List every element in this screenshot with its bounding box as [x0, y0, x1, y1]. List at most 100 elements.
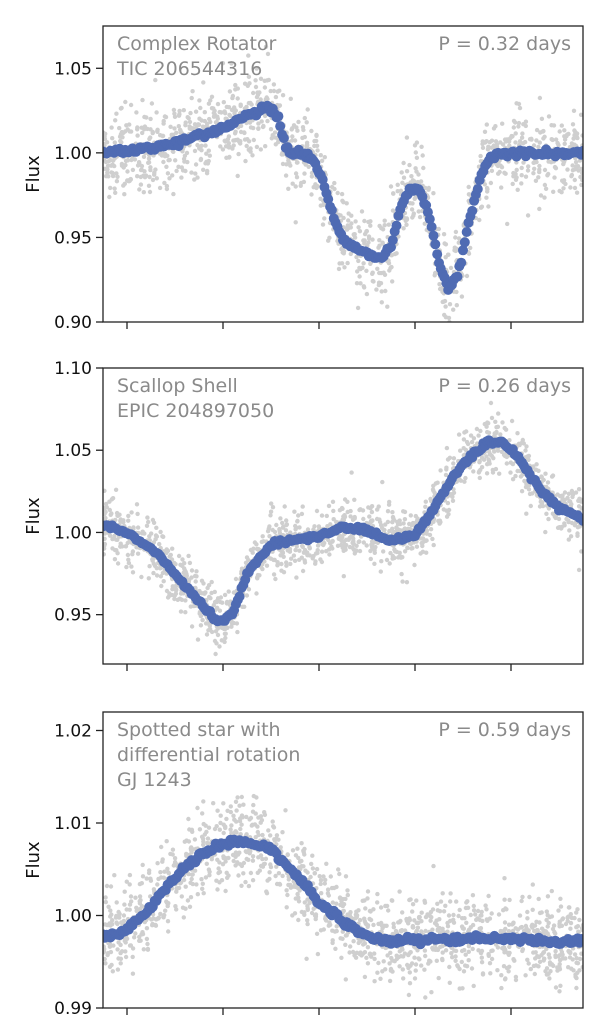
raw-point	[243, 879, 248, 885]
raw-point	[276, 871, 282, 876]
raw-point	[477, 917, 483, 923]
raw-point	[288, 96, 293, 102]
raw-point	[431, 863, 436, 869]
raw-point	[444, 445, 450, 451]
raw-point	[559, 123, 564, 128]
raw-point	[183, 123, 188, 128]
raw-point	[165, 171, 171, 176]
raw-point	[274, 864, 279, 869]
raw-point	[196, 122, 201, 127]
raw-point	[148, 167, 153, 173]
raw-point	[233, 87, 238, 92]
raw-point	[390, 519, 395, 525]
raw-point	[198, 105, 203, 111]
raw-point	[549, 137, 554, 142]
raw-point	[448, 899, 453, 904]
raw-point	[106, 174, 111, 179]
raw-point	[356, 940, 361, 946]
raw-point	[390, 969, 395, 974]
raw-point	[240, 604, 245, 609]
raw-point	[215, 887, 220, 892]
raw-point	[118, 942, 123, 948]
raw-point	[293, 220, 298, 225]
raw-point	[133, 931, 138, 936]
raw-point	[155, 882, 160, 887]
raw-point	[540, 129, 545, 134]
raw-point	[521, 928, 527, 933]
raw-point	[302, 115, 307, 121]
raw-point	[504, 965, 510, 971]
raw-point	[509, 418, 515, 424]
raw-point	[186, 116, 191, 121]
raw-point	[577, 498, 582, 503]
raw-point	[543, 186, 549, 191]
y-tick-label: 1.00	[54, 523, 92, 543]
raw-point	[284, 162, 289, 167]
raw-point	[540, 503, 546, 509]
raw-point	[103, 956, 107, 962]
raw-point	[509, 133, 514, 139]
raw-point	[103, 899, 109, 905]
raw-point	[531, 143, 537, 148]
raw-point	[165, 919, 171, 924]
raw-point	[368, 261, 373, 266]
raw-point	[259, 818, 265, 823]
raw-point	[474, 426, 480, 432]
raw-point	[443, 948, 449, 953]
raw-point	[371, 922, 376, 928]
raw-point	[201, 842, 206, 847]
raw-point	[238, 102, 243, 107]
raw-point	[103, 159, 109, 165]
raw-point	[303, 550, 309, 555]
raw-point	[478, 153, 483, 159]
raw-point	[198, 623, 204, 628]
raw-point	[561, 186, 566, 191]
raw-point	[172, 596, 177, 602]
raw-point	[404, 169, 410, 174]
raw-point	[575, 961, 581, 966]
raw-point	[559, 526, 564, 531]
raw-point	[486, 421, 491, 426]
raw-point	[292, 509, 297, 514]
raw-point	[314, 866, 320, 872]
raw-point	[295, 846, 300, 851]
raw-point	[318, 881, 323, 887]
raw-point	[511, 170, 516, 176]
raw-point	[361, 516, 366, 522]
raw-point	[260, 832, 265, 838]
raw-point	[524, 444, 529, 449]
raw-point	[278, 845, 283, 850]
raw-point	[575, 924, 581, 929]
raw-point	[357, 917, 363, 923]
raw-point	[103, 509, 107, 514]
raw-point	[181, 915, 186, 920]
raw-point	[464, 439, 470, 445]
raw-point	[408, 950, 413, 955]
raw-point	[511, 921, 516, 926]
raw-point	[526, 457, 531, 462]
raw-point	[247, 817, 252, 822]
raw-point	[271, 82, 277, 87]
raw-point	[510, 461, 516, 467]
raw-point	[108, 512, 113, 517]
raw-point	[146, 160, 151, 165]
raw-point	[357, 229, 363, 234]
raw-point	[288, 561, 293, 567]
raw-point	[339, 246, 344, 252]
raw-point	[406, 992, 412, 998]
raw-point	[208, 98, 213, 103]
raw-point	[147, 189, 153, 195]
raw-point	[566, 131, 571, 137]
raw-point	[299, 511, 305, 517]
raw-point	[386, 908, 391, 913]
raw-point	[548, 969, 553, 974]
raw-point	[315, 543, 321, 548]
raw-point	[244, 849, 249, 855]
raw-point	[244, 814, 249, 820]
raw-point	[302, 560, 308, 565]
raw-point	[422, 967, 427, 972]
raw-point	[448, 265, 454, 271]
raw-point	[507, 897, 512, 903]
raw-point	[254, 795, 259, 800]
raw-point	[402, 526, 407, 531]
